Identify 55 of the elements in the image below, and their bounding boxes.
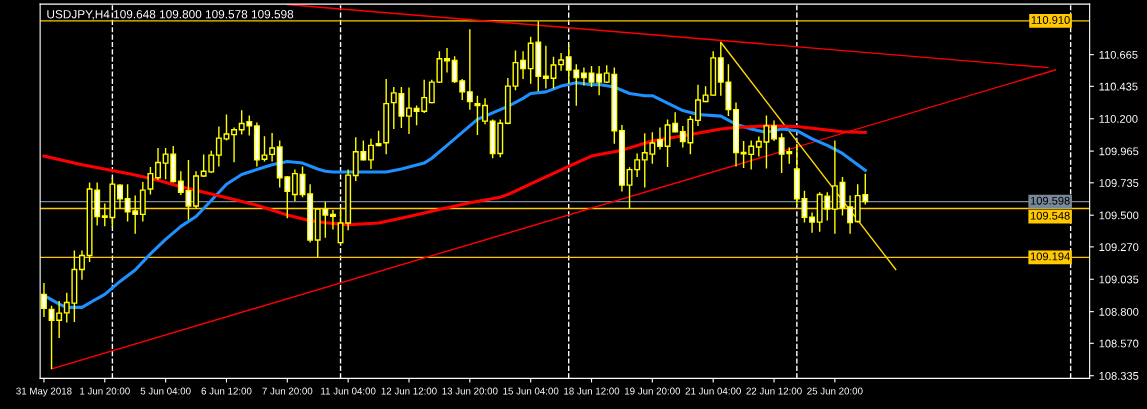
ref-line-label: 109.194 bbox=[1030, 252, 1070, 261]
candlestick bbox=[291, 168, 298, 202]
y-tick-label: 108.570 bbox=[1099, 339, 1139, 348]
y-tick-label: 110.200 bbox=[1099, 115, 1138, 123]
candlestick bbox=[596, 65, 603, 96]
candlestick bbox=[542, 45, 549, 90]
candlestick bbox=[588, 65, 595, 88]
x-tick-label: 13 Jun 20:00 bbox=[442, 387, 498, 395]
candlestick bbox=[520, 50, 527, 80]
candlestick bbox=[482, 97, 489, 125]
y-tick-label: 109.735 bbox=[1099, 179, 1139, 187]
x-tick-label: 21 Jun 04:00 bbox=[685, 387, 741, 395]
y-tick-label: 109.965 bbox=[1099, 147, 1139, 156]
x-tick-label: 31 May 2018 bbox=[16, 387, 72, 397]
y-tick-label: 109.270 bbox=[1099, 243, 1139, 252]
x-tick-label: 18 Jun 12:00 bbox=[564, 387, 620, 395]
chart-title: USDJPY,H4 109.648 109.800 109.578 109.598 bbox=[47, 10, 294, 20]
candlestick bbox=[367, 138, 374, 170]
candlestick bbox=[155, 147, 162, 181]
candlestick bbox=[695, 84, 701, 127]
y-tick-label: 110.665 bbox=[1099, 50, 1138, 59]
y-tick-label: 108.335 bbox=[1099, 371, 1139, 380]
y-tick-label: 109.035 bbox=[1099, 275, 1139, 284]
ref-line-label: 109.598 bbox=[1030, 196, 1070, 205]
candlestick bbox=[558, 52, 565, 72]
x-tick-label: 11 Jun 04:00 bbox=[321, 387, 376, 395]
ref-line-label: 109.548 bbox=[1030, 211, 1070, 220]
candlestick bbox=[261, 135, 268, 163]
x-tick-label: 6 Jun 12:00 bbox=[201, 387, 252, 395]
candlestick bbox=[269, 132, 276, 163]
x-tick-label: 25 Jun 20:00 bbox=[807, 387, 863, 395]
candlestick bbox=[444, 47, 450, 74]
x-tick-label: 12 Jun 12:00 bbox=[381, 387, 437, 395]
x-tick-label: 5 Jun 04:00 bbox=[140, 387, 191, 395]
candlestick bbox=[231, 126, 238, 163]
x-tick-label: 7 Jun 20:00 bbox=[262, 387, 313, 395]
y-tick-label: 108.800 bbox=[1099, 307, 1139, 316]
candlestick bbox=[78, 249, 85, 281]
candlestick bbox=[831, 139, 838, 235]
candlestick bbox=[771, 119, 778, 142]
candlestick bbox=[329, 209, 336, 231]
candlestick bbox=[406, 86, 412, 135]
x-tick-label: 1 Jun 20:00 bbox=[80, 387, 130, 395]
candlestick bbox=[466, 28, 473, 111]
y-tick-label: 110.435 bbox=[1099, 82, 1138, 91]
ref-line-label: 110.910 bbox=[1031, 16, 1070, 24]
y-tick-label: 109.500 bbox=[1099, 211, 1139, 220]
candlestick bbox=[656, 126, 663, 151]
candlestick bbox=[474, 95, 481, 136]
x-tick-label: 15 Jun 04:00 bbox=[503, 387, 559, 395]
candlestick bbox=[847, 194, 854, 235]
x-tick-label: 19 Jun 20:00 bbox=[624, 387, 681, 395]
x-tick-label: 22 Jun 12:00 bbox=[746, 387, 802, 395]
candlestick bbox=[117, 183, 123, 210]
candlestick bbox=[809, 211, 816, 234]
